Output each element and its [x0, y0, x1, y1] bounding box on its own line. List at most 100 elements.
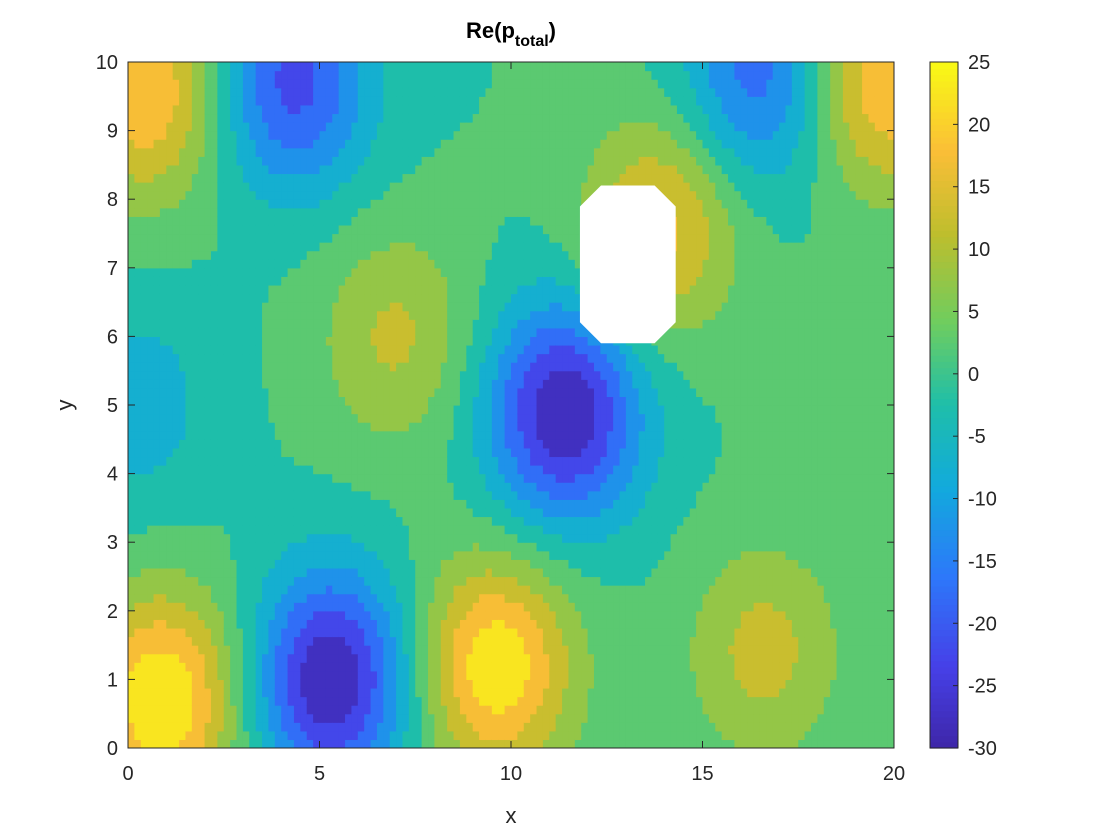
contour-cell — [153, 507, 161, 518]
contour-cell — [415, 310, 423, 320]
contour-cell — [370, 336, 378, 346]
contour-cell — [504, 499, 512, 509]
contour-cell — [172, 413, 180, 423]
contour-cell — [159, 465, 167, 475]
contour-cell — [370, 276, 378, 286]
contour-cell — [287, 610, 295, 620]
contour-cell — [236, 70, 244, 80]
contour-cell — [440, 679, 448, 689]
contour-cell — [351, 602, 359, 612]
contour-cell — [325, 422, 333, 432]
contour-cell — [249, 250, 257, 260]
contour-cell — [396, 164, 404, 175]
contour-cell — [159, 387, 167, 398]
contour-cell — [313, 670, 321, 680]
contour-cell — [153, 70, 161, 80]
contour-cell — [459, 62, 467, 72]
contour-cell — [504, 199, 512, 209]
contour-cell — [153, 259, 161, 269]
contour-cell — [300, 362, 308, 372]
contour-cell — [415, 550, 423, 560]
contour-cell — [523, 619, 531, 629]
contour-cell — [447, 344, 455, 355]
contour-cell — [262, 62, 270, 72]
contour-cell — [453, 122, 461, 132]
contour-cell — [434, 499, 442, 509]
contour-cell — [191, 302, 199, 312]
contour-cell — [185, 242, 193, 252]
contour-cell — [459, 70, 467, 80]
contour-cell — [198, 130, 206, 140]
contour-cell — [472, 550, 480, 560]
contour-cell — [440, 62, 448, 72]
contour-cell — [236, 636, 244, 646]
contour-cell — [255, 465, 263, 475]
contour-cell — [491, 550, 499, 560]
contour-cell — [166, 62, 174, 72]
contour-cell — [204, 216, 212, 226]
contour-cell — [453, 730, 461, 741]
contour-cell — [134, 336, 142, 346]
contour-cell — [134, 302, 142, 312]
contour-cell — [453, 713, 461, 723]
contour-cell — [185, 670, 193, 680]
contour-cell — [517, 396, 525, 406]
contour-cell — [396, 525, 404, 535]
contour-cell — [447, 610, 455, 620]
contour-cell — [179, 224, 187, 235]
contour-cell — [159, 130, 167, 140]
contour-cell — [172, 182, 180, 192]
contour-cell — [274, 585, 282, 595]
contour-cell — [313, 456, 321, 466]
contour-cell — [459, 387, 467, 398]
contour-cell — [511, 87, 518, 97]
contour-cell — [389, 456, 397, 466]
contour-cell — [128, 516, 135, 526]
contour-cell — [274, 224, 282, 235]
contour-cell — [140, 182, 148, 192]
contour-cell — [147, 636, 155, 646]
contour-cell — [364, 267, 372, 277]
contour-cell — [185, 447, 193, 458]
contour-cell — [128, 87, 135, 97]
contour-cell — [466, 336, 474, 346]
contour-cell — [421, 362, 429, 372]
contour-cell — [179, 525, 187, 535]
contour-cell — [479, 439, 487, 449]
contour-cell — [262, 319, 270, 329]
contour-cell — [498, 310, 506, 320]
contour-cell — [293, 216, 301, 226]
contour-cell — [421, 550, 429, 560]
contour-cell — [459, 319, 467, 329]
contour-cell — [249, 456, 257, 466]
contour-cell — [293, 199, 301, 209]
contour-cell — [166, 430, 174, 440]
contour-cell — [306, 62, 314, 72]
contour-cell — [262, 310, 270, 320]
contour-cell — [332, 645, 340, 655]
contour-cell — [134, 705, 142, 715]
contour-cell — [204, 422, 212, 432]
contour-cell — [185, 413, 193, 423]
contour-cell — [185, 473, 193, 483]
contour-cell — [242, 619, 250, 629]
contour-cell — [511, 533, 518, 543]
contour-cell — [479, 670, 487, 680]
contour-cell — [217, 670, 225, 680]
contour-cell — [466, 413, 474, 423]
contour-cell — [172, 267, 180, 277]
contour-cell — [402, 739, 410, 748]
contour-cell — [185, 730, 193, 741]
contour-cell — [396, 550, 404, 560]
contour-cell — [338, 156, 346, 166]
contour-cell — [511, 507, 518, 518]
contour-cell — [281, 302, 289, 312]
contour-cell — [517, 679, 525, 689]
contour-cell — [179, 147, 187, 157]
contour-cell — [376, 473, 384, 483]
contour-cell — [242, 87, 250, 97]
contour-cell — [402, 242, 410, 252]
contour-cell — [293, 284, 301, 295]
contour-cell — [389, 250, 397, 260]
contour-cell — [185, 156, 193, 166]
